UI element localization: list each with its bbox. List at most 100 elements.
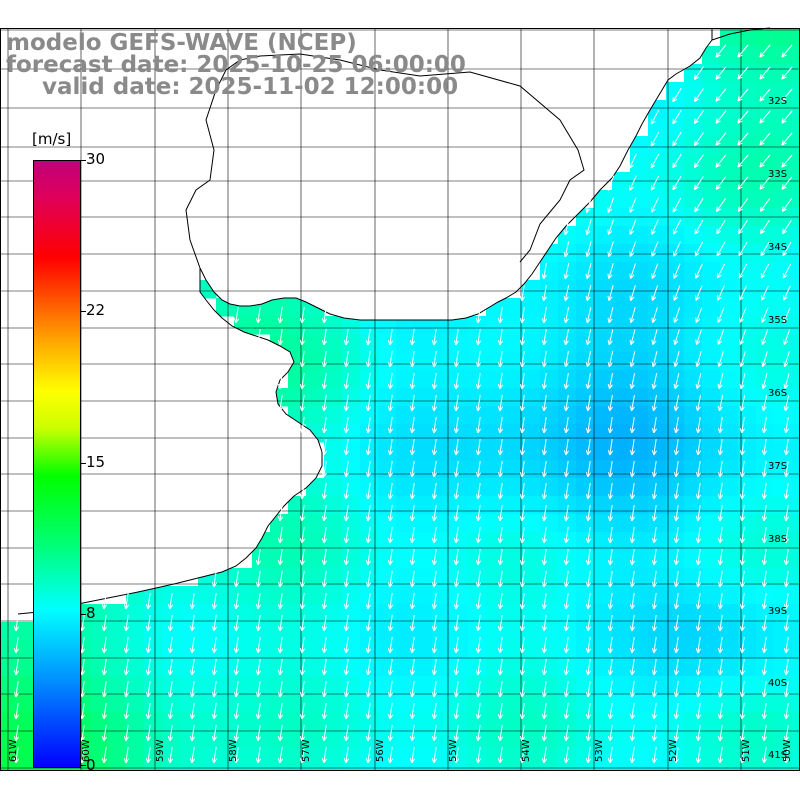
wind-speed-cell bbox=[126, 676, 145, 695]
wind-speed-cell bbox=[720, 334, 739, 353]
wind-speed-cell bbox=[720, 388, 739, 407]
wind-speed-cell bbox=[432, 658, 451, 677]
wind-arrow bbox=[673, 703, 680, 720]
wind-speed-cell bbox=[90, 622, 109, 641]
wind-arrow bbox=[695, 505, 702, 522]
wind-speed-cell bbox=[666, 388, 685, 407]
wind-arrow bbox=[629, 505, 636, 522]
wind-speed-cell bbox=[378, 514, 397, 533]
wind-speed-cell bbox=[360, 694, 379, 713]
wind-arrow bbox=[365, 395, 372, 412]
wind-speed-cell bbox=[666, 352, 685, 371]
wind-speed-cell bbox=[792, 118, 800, 137]
wind-arrow bbox=[737, 176, 749, 190]
wind-arrow bbox=[695, 307, 703, 323]
wind-arrow bbox=[782, 263, 792, 279]
wind-speed-cell bbox=[702, 262, 721, 281]
wind-speed-cell bbox=[540, 478, 559, 497]
wind-arrow bbox=[629, 439, 636, 456]
wind-arrow bbox=[781, 110, 793, 124]
wind-arrow bbox=[409, 351, 416, 368]
wind-speed-cell bbox=[648, 442, 667, 461]
wind-arrow bbox=[781, 132, 793, 146]
wind-arrow bbox=[409, 439, 416, 456]
wind-arrow bbox=[431, 593, 438, 610]
wind-arrow bbox=[717, 637, 724, 654]
wind-speed-cell bbox=[792, 28, 800, 47]
wind-arrow bbox=[761, 373, 768, 390]
wind-arrow bbox=[739, 505, 746, 522]
wind-arrow bbox=[629, 703, 636, 720]
wind-arrow bbox=[607, 637, 614, 654]
wind-speed-cell bbox=[522, 514, 541, 533]
wind-arrow bbox=[693, 66, 705, 80]
wind-speed-cell bbox=[324, 586, 343, 605]
wind-speed-cell bbox=[558, 550, 577, 569]
wind-speed-cell bbox=[306, 622, 325, 641]
wind-speed-cell bbox=[540, 280, 559, 299]
wind-arrow bbox=[343, 351, 350, 368]
wind-arrow bbox=[519, 637, 526, 654]
wind-arrow bbox=[783, 747, 790, 764]
wind-speed-cell bbox=[666, 712, 685, 731]
wind-arrow bbox=[453, 351, 460, 368]
wind-arrow bbox=[607, 395, 613, 412]
wind-arrow bbox=[695, 373, 702, 390]
wind-arrow bbox=[737, 44, 749, 58]
wind-speed-cell bbox=[684, 82, 703, 101]
wind-speed-cell bbox=[684, 280, 703, 299]
wind-arrow bbox=[211, 659, 218, 676]
wind-arrow bbox=[563, 747, 570, 764]
wind-speed-cell bbox=[396, 352, 415, 371]
wind-arrow bbox=[739, 395, 746, 412]
wind-speed-cell bbox=[486, 676, 505, 695]
wind-speed-cell bbox=[396, 640, 415, 659]
wind-arrow bbox=[607, 549, 614, 566]
wind-speed-cell bbox=[720, 298, 739, 317]
wind-speed-cell bbox=[522, 712, 541, 731]
wind-speed-cell bbox=[576, 352, 595, 371]
wind-arrow bbox=[453, 329, 460, 346]
wind-speed-cell bbox=[756, 298, 775, 317]
wind-arrow bbox=[715, 110, 727, 124]
wind-arrow bbox=[585, 615, 592, 632]
wind-speed-cell bbox=[414, 424, 433, 443]
wind-arrow bbox=[651, 241, 659, 257]
wind-speed-cell bbox=[252, 316, 271, 335]
wind-arrow bbox=[695, 637, 702, 654]
wind-speed-cell bbox=[612, 532, 631, 551]
wind-speed-cell bbox=[594, 370, 613, 389]
wind-arrow bbox=[343, 725, 350, 742]
wind-speed-cell bbox=[144, 694, 163, 713]
wind-speed-cell bbox=[576, 532, 595, 551]
wind-arrow bbox=[673, 461, 680, 478]
wind-speed-cell bbox=[360, 712, 379, 731]
wind-arrow bbox=[673, 659, 680, 676]
wind-speed-cell bbox=[702, 658, 721, 677]
wind-arrow bbox=[497, 637, 504, 654]
wind-speed-cell bbox=[378, 370, 397, 389]
wind-arrow bbox=[781, 66, 793, 80]
wind-speed-cell bbox=[702, 712, 721, 731]
wind-speed-cell bbox=[612, 370, 631, 389]
wind-speed-cell bbox=[774, 496, 793, 515]
wind-arrow bbox=[761, 637, 768, 654]
wind-arrow bbox=[453, 373, 460, 390]
wind-speed-cell bbox=[540, 676, 559, 695]
wind-speed-cell bbox=[630, 244, 649, 263]
wind-speed-cell bbox=[198, 586, 217, 605]
wind-speed-cell bbox=[612, 424, 631, 443]
wind-arrow bbox=[585, 505, 592, 522]
wind-arrow bbox=[607, 373, 614, 390]
wind-speed-cell bbox=[414, 460, 433, 479]
wind-speed-cell bbox=[126, 640, 145, 659]
wind-speed-cell bbox=[648, 568, 667, 587]
wind-arrow bbox=[321, 747, 328, 764]
wind-speed-cell bbox=[324, 640, 343, 659]
wind-arrow bbox=[519, 505, 526, 522]
wind-arrow bbox=[761, 505, 768, 522]
wind-speed-cell bbox=[504, 478, 523, 497]
wind-speed-cell bbox=[702, 226, 721, 245]
wind-arrow bbox=[541, 461, 548, 478]
wind-arrow bbox=[783, 307, 791, 323]
